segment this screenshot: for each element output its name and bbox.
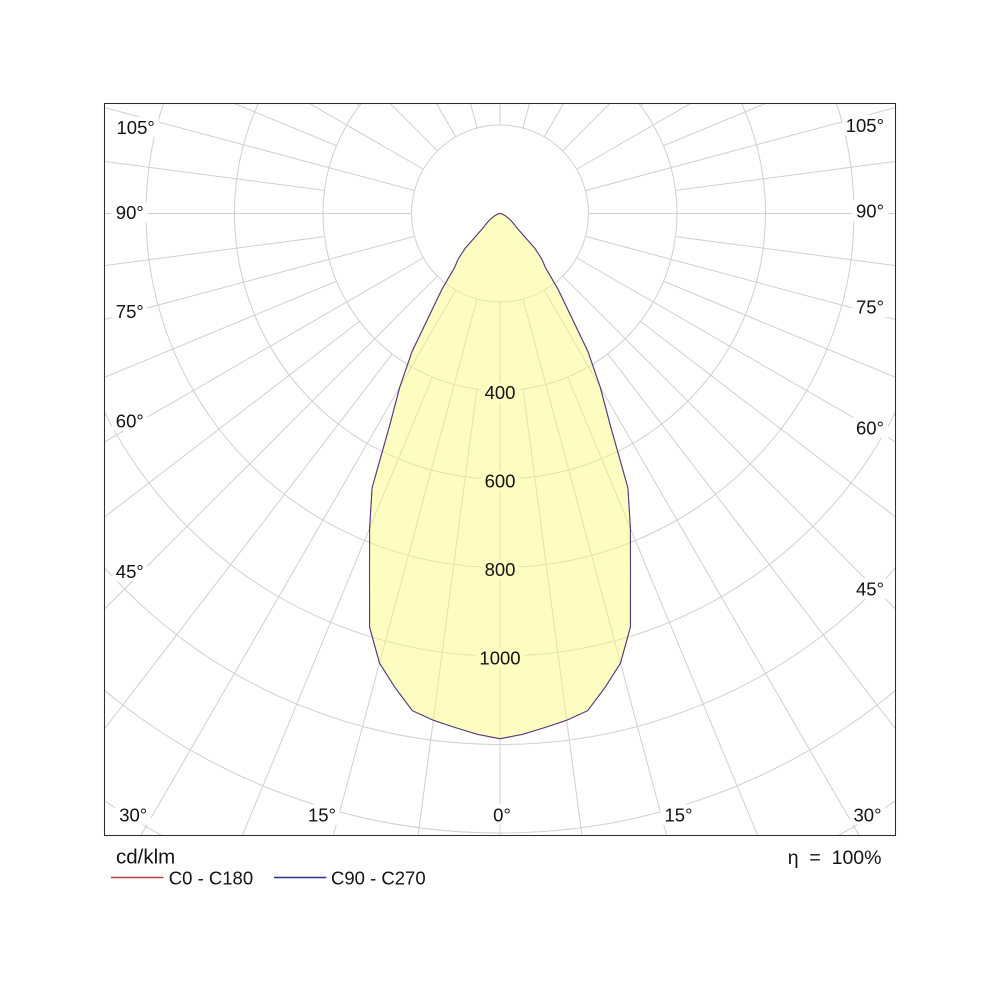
- svg-text:30°: 30°: [119, 804, 147, 825]
- svg-text:800: 800: [485, 559, 516, 580]
- svg-text:105°: 105°: [117, 117, 155, 138]
- svg-text:90°: 90°: [116, 202, 144, 223]
- svg-text:30°: 30°: [854, 804, 882, 825]
- svg-text:45°: 45°: [856, 579, 884, 600]
- svg-text:45°: 45°: [116, 561, 144, 582]
- svg-text:600: 600: [485, 471, 516, 492]
- svg-text:75°: 75°: [856, 297, 884, 318]
- svg-text:90°: 90°: [856, 201, 884, 222]
- svg-text:cd/klm: cd/klm: [116, 846, 175, 869]
- svg-text:15°: 15°: [308, 804, 336, 825]
- svg-text:75°: 75°: [116, 301, 144, 322]
- svg-text:0°: 0°: [493, 804, 511, 825]
- svg-text:15°: 15°: [665, 804, 693, 825]
- svg-text:400: 400: [485, 382, 516, 403]
- svg-text:60°: 60°: [116, 411, 144, 432]
- svg-text:C0 - C180: C0 - C180: [169, 868, 253, 889]
- svg-text:105°: 105°: [846, 115, 884, 136]
- svg-text:1000: 1000: [479, 648, 520, 669]
- svg-text:60°: 60°: [856, 418, 884, 439]
- svg-text:C90 - C270: C90 - C270: [331, 868, 426, 889]
- svg-text:η = 100%: η = 100%: [788, 847, 882, 869]
